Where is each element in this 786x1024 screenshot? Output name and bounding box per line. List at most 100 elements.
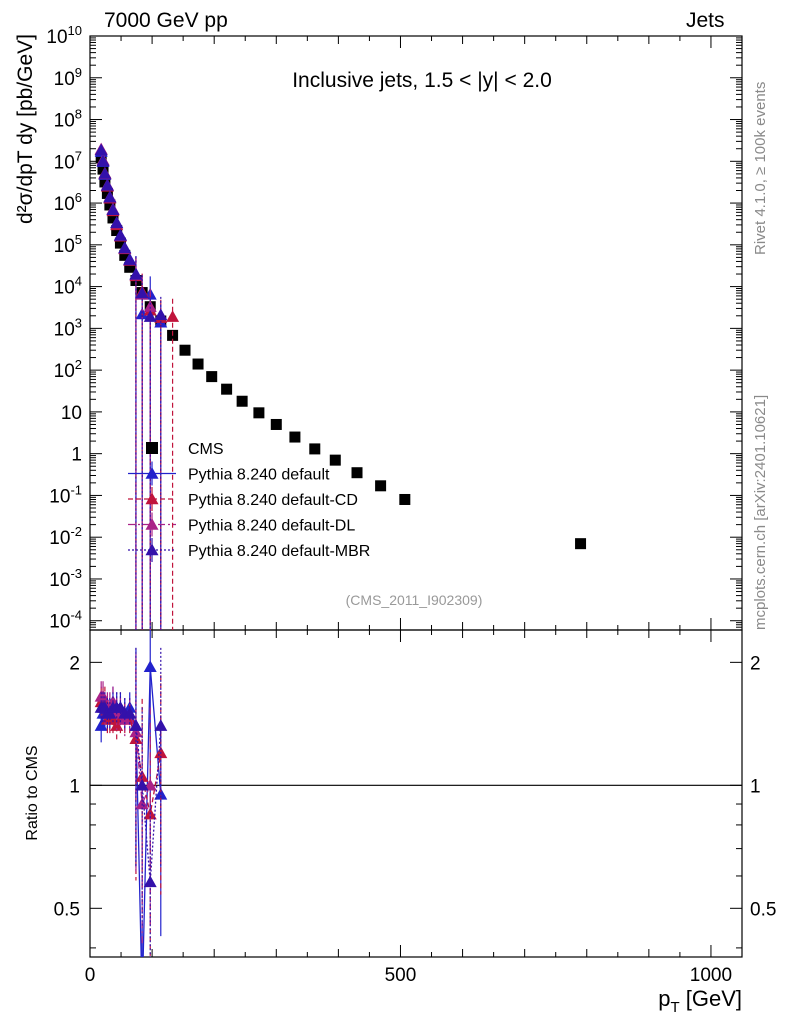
series-pythia-8-240-default: [94, 145, 168, 630]
x-tick-label: 500: [385, 965, 417, 986]
process-label: Jets: [686, 9, 725, 32]
y-tick-label: 10-4: [49, 608, 82, 633]
legend-entry: Pythia 8.240 default-CD: [128, 487, 358, 511]
ratio-y-tick-label: 0.5: [54, 899, 80, 920]
cms-data-point: [97, 163, 109, 175]
ratio-data-point: [136, 992, 149, 1004]
ratio-data-point: [94, 719, 108, 731]
cms-data-point: [179, 344, 191, 356]
ratio-y-tick-label: 2: [69, 653, 80, 674]
legend-label: Pythia 8.240 default-MBR: [188, 543, 370, 560]
series-pythia-8-240-default-mbr: [94, 143, 168, 630]
collision-energy-label: 7000 GeV pp: [104, 9, 228, 32]
y-tick-label: 104: [54, 274, 82, 299]
y-tick-label: 1: [71, 445, 82, 466]
ratio-series-pythia-8-240-default: [94, 630, 168, 1004]
cms-data-point: [101, 187, 113, 199]
mc-data-point: [129, 267, 143, 280]
mc-data-point: [143, 300, 157, 312]
mc-data-point: [143, 310, 157, 322]
cms-data-point: [104, 199, 116, 211]
y-tick-label: 107: [54, 148, 82, 173]
x-tick-label: 1000: [690, 965, 732, 986]
main-plot-frame: [89, 35, 743, 631]
ratio-data-point: [129, 725, 143, 738]
mc-data-point: [96, 154, 110, 167]
cms-data-point: [124, 261, 136, 273]
cms-data-point: [375, 480, 387, 492]
cms-data-point: [107, 212, 119, 224]
cms-data-point: [309, 443, 321, 455]
series-pythia-8-240-default-cd: [94, 143, 180, 630]
analysis-id-label: (CMS_2011_I902309): [346, 592, 483, 608]
legend-marker: [145, 467, 159, 479]
mc-data-point: [113, 228, 127, 241]
cms-data-point: [270, 418, 282, 430]
y-tick-label: 10-3: [49, 566, 82, 591]
ratio-y-tick-label-right: 0.5: [750, 899, 776, 920]
legend-marker: [146, 442, 158, 454]
legend-marker: [145, 543, 159, 556]
y-tick-label: 1010: [46, 23, 82, 48]
mc-data-point: [154, 308, 168, 321]
legend-entry: Pythia 8.240 default: [128, 461, 330, 486]
mc-data-point: [98, 167, 112, 179]
cms-data-point: [399, 493, 411, 505]
ratio-data-point: [143, 660, 157, 673]
ratio-axis-title: Ratio to CMS: [24, 745, 41, 840]
cms-data-point: [114, 237, 126, 249]
mc-data-point: [100, 178, 114, 191]
legend-entry: Pythia 8.240 default-DL: [128, 512, 355, 537]
series-pythia-8-240-default-dl: [94, 142, 157, 630]
mc-data-point: [94, 143, 108, 156]
y-axis-title: d²σ/dpT dy [pb/GeV]: [14, 34, 37, 224]
mc-data-point: [103, 190, 117, 203]
y-tick-label: 10-2: [49, 524, 82, 549]
ratio-line: [101, 706, 162, 883]
ratio-data-point: [135, 778, 149, 791]
mc-data-point: [110, 216, 124, 229]
mc-data-point: [106, 203, 120, 215]
mc-data-point: [135, 307, 149, 320]
ratio-series-pythia-8-240-default-mbr: [94, 647, 168, 957]
ratio-data-point: [135, 797, 149, 810]
cms-data-point: [329, 454, 341, 466]
cms-data-point: [575, 538, 587, 550]
y-tick-label: 102: [54, 357, 82, 382]
cms-data-point: [221, 383, 233, 395]
y-tick-label: 10: [61, 403, 82, 424]
ratio-data-point: [154, 719, 168, 731]
legend-entry: CMS: [146, 441, 224, 458]
x-axis-title: pT [GeV]: [658, 986, 742, 1016]
legend-label: Pythia 8.240 default-DL: [188, 518, 355, 535]
cms-data-point: [119, 249, 131, 261]
y-tick-label: 106: [54, 190, 82, 215]
cms-data-point: [99, 176, 111, 188]
cms-data-point: [351, 467, 363, 479]
cms-data-point: [289, 431, 301, 443]
mc-data-point: [123, 253, 137, 265]
y-tick-label: 103: [54, 315, 82, 340]
plot-title: Inclusive jets, 1.5 < |y| < 2.0: [292, 69, 552, 92]
legend-marker: [145, 492, 159, 505]
ratio-data-point: [129, 719, 143, 731]
ratio-y-tick-label-right: 2: [750, 653, 761, 674]
ratio-y-tick-label: 1: [69, 776, 80, 797]
y-tick-label: 105: [54, 232, 82, 257]
y-tick-label: 109: [54, 65, 82, 90]
ratio-data-point: [123, 706, 137, 719]
series-cms: [95, 152, 587, 550]
ratio-plot-frame: [89, 629, 743, 958]
cms-data-point: [192, 358, 204, 370]
x-tick-label: 0: [85, 965, 96, 986]
legend-label: Pythia 8.240 default: [188, 467, 330, 484]
mc-data-point: [166, 310, 180, 322]
y-tick-label: 10-1: [49, 482, 82, 507]
mc-data-point: [118, 241, 132, 254]
mc-data-point: [135, 286, 149, 299]
cms-data-point: [253, 407, 265, 419]
y-tick-label: 108: [54, 107, 82, 132]
ratio-y-tick-label-right: 1: [750, 776, 761, 797]
legend-label: CMS: [188, 441, 224, 458]
